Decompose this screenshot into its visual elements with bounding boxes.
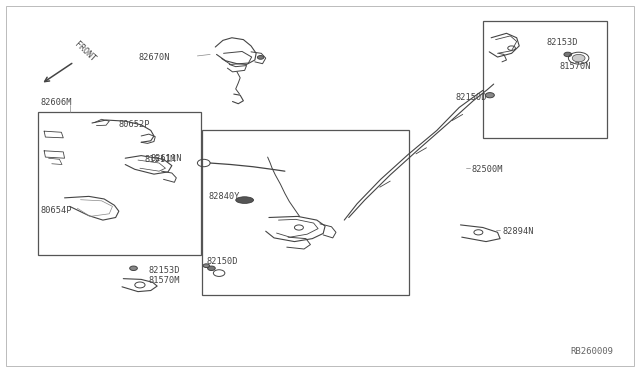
Text: 82611N: 82611N (151, 154, 182, 163)
Text: 82606M: 82606M (41, 98, 72, 107)
Circle shape (130, 266, 138, 270)
Circle shape (572, 54, 585, 62)
Text: 80652P: 80652P (119, 121, 150, 129)
Text: 80654P: 80654P (41, 206, 72, 215)
Circle shape (203, 264, 209, 267)
Text: 82150D: 82150D (206, 257, 238, 266)
Circle shape (257, 55, 264, 59)
Text: 82500M: 82500M (472, 165, 504, 174)
Text: 82150D: 82150D (456, 93, 487, 102)
Text: FRONT: FRONT (72, 40, 97, 64)
Text: 81511M: 81511M (145, 155, 176, 164)
Text: 82670N: 82670N (138, 53, 170, 62)
Bar (202, 131, 410, 295)
Text: RB260009: RB260009 (571, 347, 614, 356)
Bar (483, 21, 607, 138)
Circle shape (207, 266, 215, 270)
Text: 82153D: 82153D (149, 266, 180, 275)
Text: 81570M: 81570M (149, 276, 180, 285)
Bar (38, 112, 200, 254)
Text: 81570N: 81570N (559, 62, 591, 71)
Text: 82894N: 82894N (502, 227, 534, 236)
Circle shape (485, 93, 494, 98)
Text: 82153D: 82153D (547, 38, 578, 48)
Ellipse shape (236, 197, 253, 203)
Circle shape (564, 52, 572, 57)
Text: 82840Y: 82840Y (209, 192, 240, 201)
